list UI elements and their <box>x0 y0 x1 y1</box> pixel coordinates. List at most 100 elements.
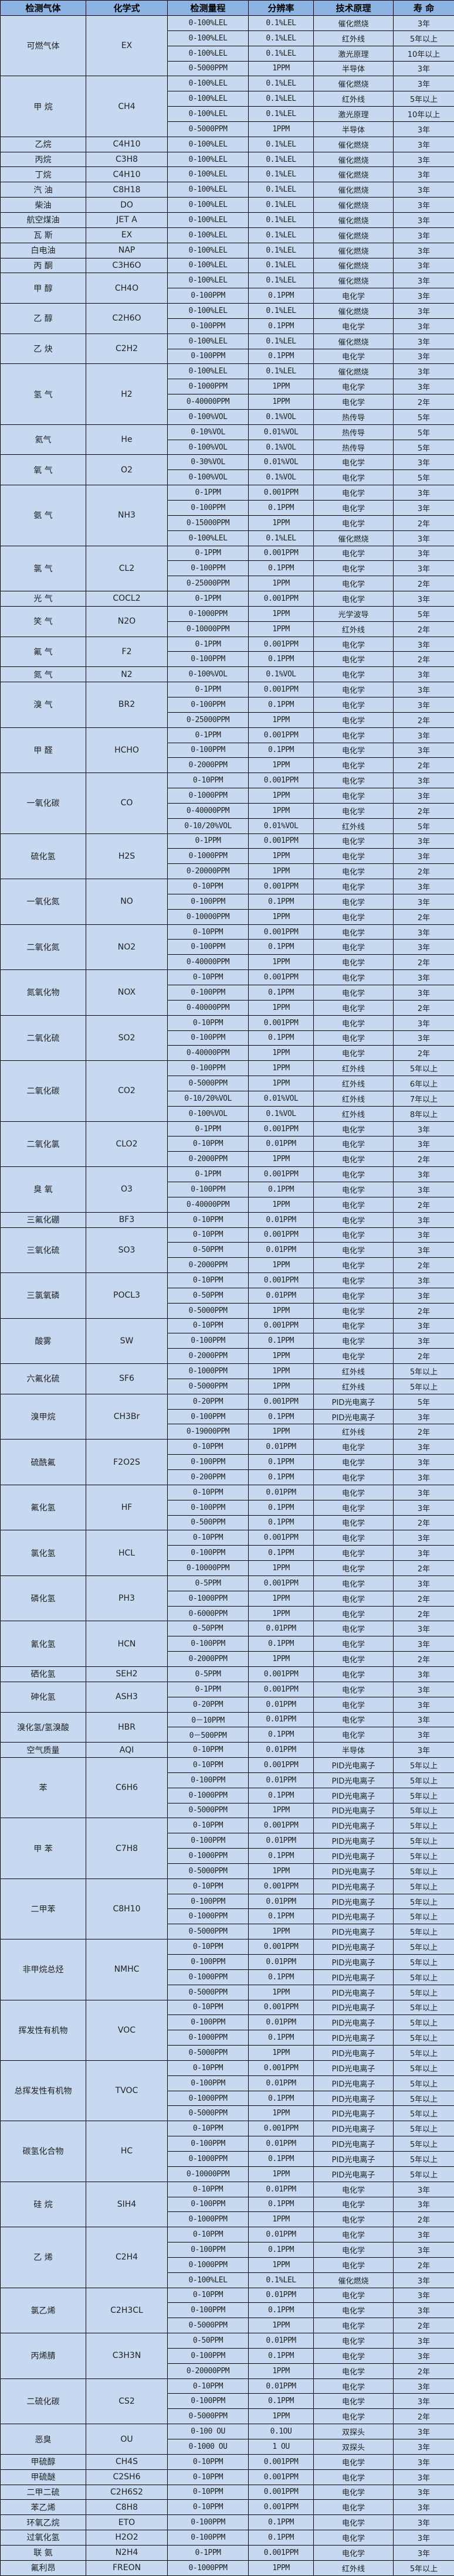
range-cell: 0-100PPM <box>168 1030 249 1046</box>
formula-cell: C4H10 <box>86 137 168 152</box>
resolution-cell: 1PPM <box>249 1076 314 1091</box>
resolution-cell: 0.01PPM <box>249 1743 314 1758</box>
gas-name-cell: 溴化氢/氢溴酸 <box>1 1712 86 1743</box>
technology-cell: 电化学 <box>314 743 394 758</box>
formula-cell: SEH2 <box>86 1666 168 1682</box>
range-cell: 0-10PPM <box>168 970 249 985</box>
lifespan-cell: 2年 <box>394 758 454 773</box>
resolution-cell: 0.1PPM <box>249 1636 314 1652</box>
lifespan-cell: 3年 <box>394 1015 454 1030</box>
formula-cell: ETO <box>86 2515 168 2530</box>
range-cell: 0-10/20%VOL <box>168 818 249 833</box>
gas-name-cell: 航空煤油 <box>1 212 86 227</box>
gas-name-cell: 甲 烷 <box>1 76 86 137</box>
resolution-cell: 0.1PPM <box>249 894 314 909</box>
formula-cell: POCL3 <box>86 1273 168 1319</box>
range-cell: 0-10PPM <box>168 1318 249 1333</box>
technology-cell: PID光电离子 <box>314 1939 394 1955</box>
lifespan-cell: 2年 <box>394 2212 454 2227</box>
range-cell: 0-500PPM <box>168 1515 249 1530</box>
range-cell: 0-100PPM <box>168 1500 249 1515</box>
gas-name-cell: 甲 醛 <box>1 727 86 773</box>
technology-cell: 电化学 <box>314 1046 394 1061</box>
technology-cell: 催化燃烧 <box>314 258 394 273</box>
range-cell: 0-5000PPM <box>168 1076 249 1091</box>
lifespan-cell: 3年 <box>394 2515 454 2530</box>
technology-cell: 催化燃烧 <box>314 530 394 546</box>
lifespan-cell: 5年以上 <box>394 2000 454 2015</box>
lifespan-cell: 3年 <box>394 1121 454 1136</box>
range-cell: 0-100PPM <box>168 2515 249 2530</box>
technology-cell: 电化学 <box>314 379 394 394</box>
header-row: 检测气体 化学式 检测量程 分辨率 技术原理 寿 命 <box>1 1 454 16</box>
range-cell: 0-10PPM <box>168 879 249 894</box>
technology-cell: 电化学 <box>314 1152 394 1167</box>
range-cell: 0-1000PPM <box>168 1969 249 1985</box>
resolution-cell: 0.1%LEL <box>249 530 314 546</box>
lifespan-cell: 5年以上 <box>394 1849 454 1864</box>
gas-name-cell: 二氧化硫 <box>1 1015 86 1061</box>
lifespan-cell: 2年 <box>394 1000 454 1015</box>
technology-cell: 电化学 <box>314 1318 394 1333</box>
range-cell: 0-10PPM <box>168 1212 249 1227</box>
lifespan-cell: 5年以上 <box>394 1833 454 1849</box>
lifespan-cell: 5年以上 <box>394 1863 454 1879</box>
lifespan-cell: 5年以上 <box>394 2560 454 2575</box>
gas-name-cell: 一氧化氮 <box>1 879 86 925</box>
formula-cell: CL2 <box>86 546 168 591</box>
range-cell: 0-100PPM <box>168 1061 249 1076</box>
resolution-cell: 1PPM <box>249 1652 314 1667</box>
technology-cell: 激光原理 <box>314 107 394 122</box>
range-cell: 0-100%LEL <box>168 530 249 546</box>
resolution-cell: 1PPM <box>249 712 314 727</box>
range-cell: 0-1000PPM <box>168 1849 249 1864</box>
lifespan-cell: 3年 <box>394 2333 454 2349</box>
range-cell: 0-5000PPM <box>168 1924 249 1939</box>
technology-cell: 红外线 <box>314 1424 394 1440</box>
resolution-cell: 0.1PPM <box>249 2394 314 2409</box>
technology-cell: PID光电离子 <box>314 2151 394 2166</box>
gas-name-cell: 丙 酮 <box>1 258 86 273</box>
gas-name-cell: 溴 气 <box>1 682 86 728</box>
gas-name-cell: 乙 烯 <box>1 2227 86 2288</box>
resolution-cell: 1PPM <box>249 121 314 137</box>
lifespan-cell: 3年 <box>394 667 454 682</box>
formula-cell: PH3 <box>86 1575 168 1621</box>
resolution-cell: 0.1%LEL <box>249 334 314 349</box>
resolution-cell: 0.1%LEL <box>249 46 314 61</box>
lifespan-cell: 6年以上 <box>394 1076 454 1091</box>
resolution-cell: 0.001PPM <box>249 2000 314 2015</box>
technology-cell: 催化燃烧 <box>314 198 394 213</box>
range-cell: 0-5000PPM <box>168 2106 249 2121</box>
resolution-cell: 0.001PPM <box>249 879 314 894</box>
range-cell: 0-100PPM <box>168 1955 249 1970</box>
resolution-cell: 0.1PPM <box>249 697 314 712</box>
resolution-cell: 0.001PPM <box>249 1015 314 1030</box>
range-cell: 0-100%LEL <box>168 364 249 379</box>
technology-cell: 电化学 <box>314 1136 394 1152</box>
range-cell: 0-1PPM <box>168 591 249 607</box>
range-cell: 0-100PPM <box>168 1772 249 1788</box>
technology-cell: 电化学 <box>314 652 394 667</box>
technology-cell: 催化燃烧 <box>314 304 394 319</box>
technology-cell: 电化学 <box>314 1212 394 1227</box>
lifespan-cell: 3年 <box>394 1409 454 1424</box>
lifespan-cell: 5年 <box>394 424 454 440</box>
resolution-cell: 1PPM <box>249 2046 314 2061</box>
formula-cell: SW <box>86 1318 168 1364</box>
lifespan-cell: 3年 <box>394 773 454 788</box>
lifespan-cell: 3年 <box>394 349 454 364</box>
technology-cell: 电化学 <box>314 1440 394 1455</box>
